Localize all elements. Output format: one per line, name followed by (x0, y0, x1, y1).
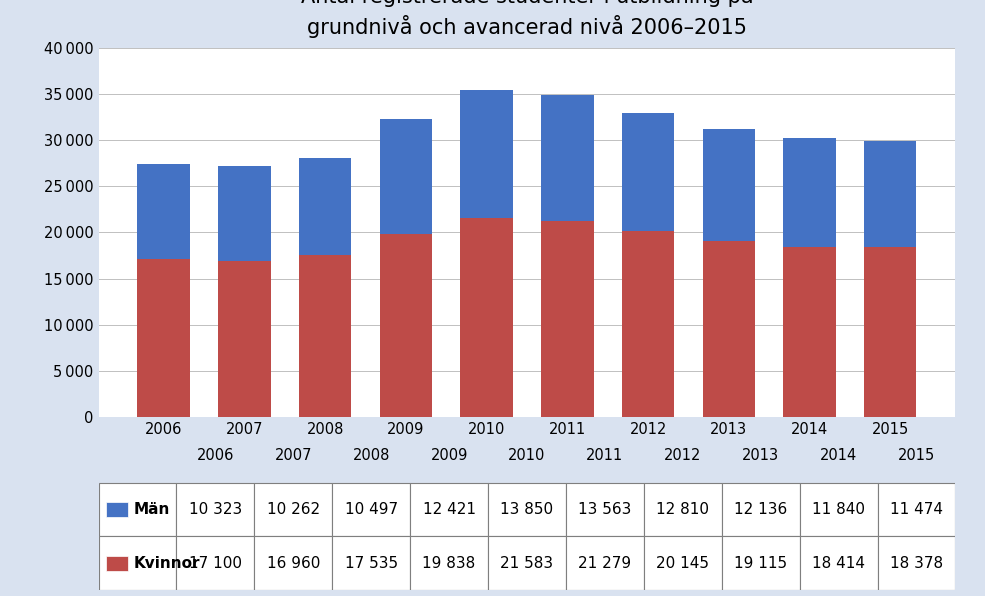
Bar (379, 119, 432, 234)
Bar (332, 536, 410, 590)
Bar (138, 259, 190, 417)
Bar (864, 141, 916, 247)
Bar (622, 113, 675, 231)
Text: 21 583: 21 583 (500, 555, 554, 571)
Bar (864, 247, 916, 417)
Text: 18 378: 18 378 (889, 555, 943, 571)
Text: 10 262: 10 262 (267, 502, 320, 517)
Bar (566, 536, 644, 590)
Text: 13 850: 13 850 (500, 502, 554, 517)
Text: 11 840: 11 840 (812, 502, 865, 517)
Bar (298, 159, 352, 255)
Bar (878, 483, 955, 536)
Bar (138, 164, 190, 259)
Text: 2011: 2011 (586, 448, 624, 464)
Text: 2015: 2015 (898, 448, 935, 464)
Bar (702, 241, 755, 417)
Text: 2007: 2007 (275, 448, 312, 464)
Text: 10 497: 10 497 (345, 502, 398, 517)
Text: 12 421: 12 421 (423, 502, 476, 517)
Text: 12 810: 12 810 (656, 502, 709, 517)
Bar (176, 483, 254, 536)
Bar (379, 234, 432, 417)
Bar (106, 502, 128, 517)
Text: 2008: 2008 (353, 448, 390, 464)
Bar (332, 483, 410, 536)
Text: Män: Män (134, 502, 170, 517)
Text: 16 960: 16 960 (267, 555, 320, 571)
Text: 18 414: 18 414 (812, 555, 865, 571)
Text: 17 100: 17 100 (189, 555, 242, 571)
Bar (410, 483, 488, 536)
Bar (219, 260, 271, 417)
Text: Kvinnor: Kvinnor (134, 555, 200, 571)
Bar (98, 536, 176, 590)
Text: 21 279: 21 279 (578, 555, 631, 571)
Bar (800, 536, 878, 590)
Text: 2013: 2013 (742, 448, 779, 464)
Bar (722, 536, 800, 590)
Bar (488, 483, 566, 536)
Bar (783, 247, 835, 417)
Text: 19 838: 19 838 (423, 555, 476, 571)
Bar (541, 221, 594, 417)
Bar (488, 536, 566, 590)
Text: 2014: 2014 (820, 448, 857, 464)
Bar (702, 129, 755, 241)
Text: 11 474: 11 474 (890, 502, 943, 517)
Bar (254, 536, 332, 590)
Bar (460, 90, 513, 218)
Bar (722, 483, 800, 536)
Text: 2012: 2012 (664, 448, 701, 464)
Bar (254, 483, 332, 536)
Bar (783, 138, 835, 247)
Bar (878, 536, 955, 590)
Bar (98, 483, 176, 536)
Bar (410, 536, 488, 590)
Text: 17 535: 17 535 (345, 555, 398, 571)
Bar (644, 483, 722, 536)
Bar (460, 218, 513, 417)
Text: 19 115: 19 115 (734, 555, 787, 571)
Bar (644, 536, 722, 590)
Text: 2010: 2010 (508, 448, 546, 464)
Title: Antal registrerade studenter i utbildning på
grundnivå och avancerad nivå 2006–2: Antal registrerade studenter i utbildnin… (300, 0, 754, 38)
Text: 13 563: 13 563 (578, 502, 631, 517)
Bar (566, 483, 644, 536)
Bar (622, 231, 675, 417)
Text: 2006: 2006 (197, 448, 234, 464)
Text: 10 323: 10 323 (189, 502, 242, 517)
Bar (219, 166, 271, 260)
Text: 12 136: 12 136 (734, 502, 787, 517)
Bar (298, 255, 352, 417)
Bar (541, 95, 594, 221)
Text: 2009: 2009 (430, 448, 468, 464)
Bar (176, 536, 254, 590)
Bar (800, 483, 878, 536)
Bar (106, 555, 128, 571)
Text: 20 145: 20 145 (656, 555, 709, 571)
